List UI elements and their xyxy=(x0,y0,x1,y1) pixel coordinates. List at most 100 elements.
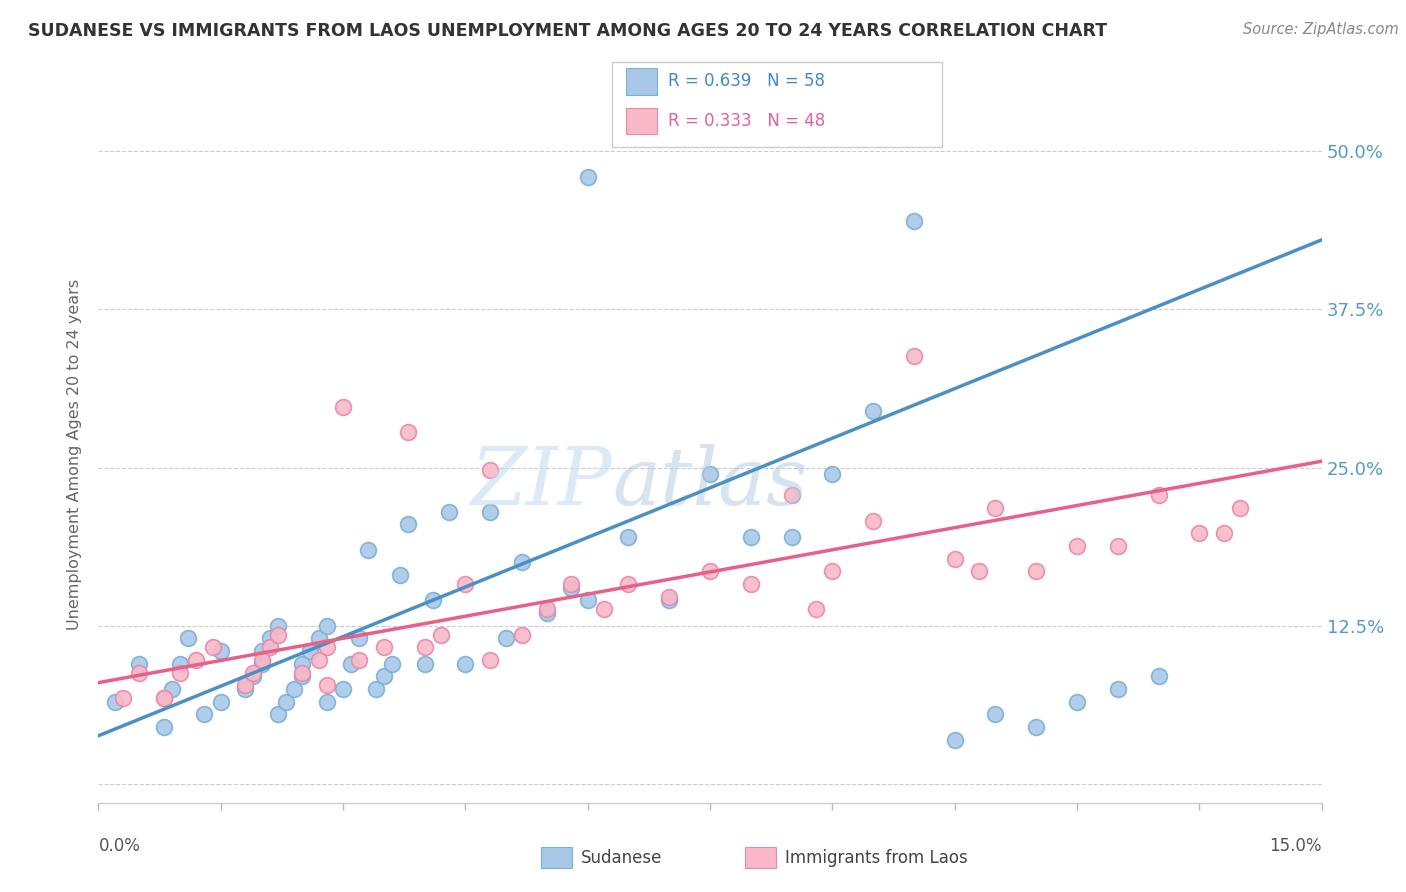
Point xyxy=(699,564,721,578)
Point xyxy=(967,564,990,578)
Point xyxy=(495,632,517,646)
Point xyxy=(152,690,174,705)
Point xyxy=(740,577,762,591)
Point xyxy=(291,669,314,683)
Point xyxy=(152,690,174,705)
Point xyxy=(943,551,966,566)
Point xyxy=(177,632,200,646)
Point xyxy=(291,665,314,680)
Point xyxy=(903,214,925,228)
Point xyxy=(658,590,681,604)
Point xyxy=(1107,539,1129,553)
Point xyxy=(396,425,419,439)
Point xyxy=(478,653,501,667)
Point xyxy=(984,707,1007,722)
Point xyxy=(283,681,305,696)
Point xyxy=(512,627,534,641)
Point xyxy=(617,530,640,544)
Point xyxy=(349,632,371,646)
Point xyxy=(233,678,256,692)
Text: 15.0%: 15.0% xyxy=(1270,837,1322,855)
Text: Sudanese: Sudanese xyxy=(581,849,662,867)
Point xyxy=(128,665,150,680)
Point xyxy=(267,707,290,722)
Point xyxy=(984,501,1007,516)
Point xyxy=(340,657,363,671)
Point xyxy=(1212,526,1234,541)
Point xyxy=(315,695,337,709)
Point xyxy=(1025,564,1047,578)
Point xyxy=(1147,669,1170,683)
Point xyxy=(658,593,681,607)
Point xyxy=(780,530,803,544)
Point xyxy=(169,665,191,680)
Point xyxy=(1066,539,1088,553)
Point xyxy=(430,627,453,641)
Point xyxy=(201,640,224,655)
Point xyxy=(862,403,884,417)
Point xyxy=(209,695,232,709)
Point xyxy=(209,644,232,658)
Text: Immigrants from Laos: Immigrants from Laos xyxy=(785,849,967,867)
Point xyxy=(536,602,558,616)
Point xyxy=(259,632,281,646)
Text: Source: ZipAtlas.com: Source: ZipAtlas.com xyxy=(1243,22,1399,37)
Point xyxy=(242,665,264,680)
Point xyxy=(740,530,762,544)
Text: SUDANESE VS IMMIGRANTS FROM LAOS UNEMPLOYMENT AMONG AGES 20 TO 24 YEARS CORRELAT: SUDANESE VS IMMIGRANTS FROM LAOS UNEMPLO… xyxy=(28,22,1108,40)
Point xyxy=(413,640,436,655)
Point xyxy=(454,657,477,671)
Point xyxy=(250,653,273,667)
Point xyxy=(315,640,337,655)
Point xyxy=(617,577,640,591)
Point xyxy=(373,669,395,683)
Point xyxy=(315,618,337,632)
Point xyxy=(169,657,191,671)
Text: atlas: atlas xyxy=(612,444,807,522)
Point xyxy=(780,488,803,502)
Point xyxy=(413,657,436,671)
Point xyxy=(308,632,330,646)
Point xyxy=(291,657,314,671)
Point xyxy=(299,644,322,658)
Point xyxy=(1025,720,1047,734)
Point xyxy=(250,657,273,671)
Point xyxy=(389,568,412,582)
Point xyxy=(1229,501,1251,516)
Point xyxy=(512,556,534,570)
Point xyxy=(536,606,558,620)
Text: R = 0.639   N = 58: R = 0.639 N = 58 xyxy=(668,72,825,90)
Text: ZIP: ZIP xyxy=(471,444,612,522)
Point xyxy=(576,169,599,184)
Point xyxy=(454,577,477,591)
Point xyxy=(111,690,134,705)
Point xyxy=(381,657,404,671)
Point xyxy=(104,695,127,709)
Point xyxy=(274,695,297,709)
Point xyxy=(437,505,460,519)
Point xyxy=(560,577,582,591)
Point xyxy=(349,653,371,667)
Point xyxy=(903,349,925,363)
Text: R = 0.333   N = 48: R = 0.333 N = 48 xyxy=(668,112,825,130)
Point xyxy=(364,681,387,696)
Point xyxy=(422,593,444,607)
Point xyxy=(242,669,264,683)
Y-axis label: Unemployment Among Ages 20 to 24 years: Unemployment Among Ages 20 to 24 years xyxy=(67,279,83,631)
Point xyxy=(373,640,395,655)
Point xyxy=(315,678,337,692)
Point xyxy=(1147,488,1170,502)
Point xyxy=(332,400,354,414)
Point xyxy=(699,467,721,481)
Point xyxy=(356,542,378,557)
Point xyxy=(593,602,616,616)
Point xyxy=(821,564,844,578)
Point xyxy=(478,463,501,477)
Point xyxy=(128,657,150,671)
Text: 0.0%: 0.0% xyxy=(98,837,141,855)
Point xyxy=(478,505,501,519)
Point xyxy=(804,602,827,616)
Point xyxy=(152,720,174,734)
Point xyxy=(160,681,183,696)
Point xyxy=(193,707,215,722)
